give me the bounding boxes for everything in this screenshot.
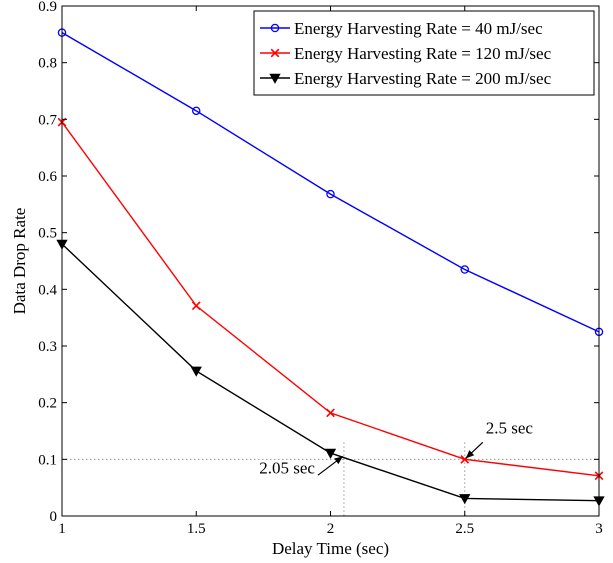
axis-ticks: 1 1.5 2 2.5 3 0 0.1 0.2 0.3 0.4 0.5 0.6 0.7 0.8 0.9 bbox=[38, 0, 603, 537]
y-tick-label: 0.7 bbox=[38, 112, 57, 128]
legend-label: Energy Harvesting Rate = 200 mJ/sec bbox=[294, 69, 552, 88]
annotation-arrowhead bbox=[465, 450, 475, 459]
legend-box bbox=[253, 10, 595, 96]
series-line bbox=[61, 32, 600, 333]
y-tick-label: 0.5 bbox=[38, 226, 57, 242]
marker-circle bbox=[326, 189, 335, 199]
y-tick-label: 0.1 bbox=[38, 452, 57, 468]
y-tick-label: 0.2 bbox=[38, 396, 57, 412]
annotations: 2.5 sec 2.05 sec bbox=[259, 418, 533, 477]
marker-x bbox=[191, 301, 201, 311]
annotation-label: 2.05 sec bbox=[259, 459, 315, 478]
marker-triangle bbox=[269, 73, 281, 84]
marker-triangle bbox=[324, 448, 337, 459]
y-tick-label: 0.8 bbox=[38, 56, 57, 72]
x-tick-label: 3 bbox=[595, 521, 603, 537]
y-tick-label: 0 bbox=[50, 509, 58, 525]
legend: Energy Harvesting Rate = 40 mJ/sec Energy… bbox=[253, 10, 595, 96]
marker-circle bbox=[270, 23, 280, 33]
y-axis-label: Data Drop Rate bbox=[10, 208, 29, 315]
x-tick-label: 1.5 bbox=[187, 521, 206, 537]
legend-label: Energy Harvesting Rate = 40 mJ/sec bbox=[294, 19, 543, 38]
y-tick-label: 0.6 bbox=[38, 169, 57, 185]
marker-x bbox=[270, 48, 280, 58]
marker-triangle bbox=[190, 366, 202, 377]
legend-label: Energy Harvesting Rate = 120 mJ/sec bbox=[294, 44, 552, 63]
y-tick-label: 0.4 bbox=[38, 282, 57, 298]
y-tick-label: 0.3 bbox=[38, 339, 57, 355]
annotation-arrowhead bbox=[334, 456, 343, 465]
marker-circle bbox=[460, 265, 469, 274]
y-tick-label: 0.9 bbox=[38, 0, 57, 15]
x-tick-label: 1 bbox=[58, 521, 66, 537]
x-tick-label: 2.5 bbox=[455, 521, 474, 537]
x-tick-label: 2 bbox=[327, 521, 335, 537]
series-group bbox=[56, 28, 605, 507]
x-axis-label: Delay Time (sec) bbox=[272, 539, 389, 558]
marker-circle bbox=[191, 106, 201, 116]
annotation-label: 2.5 sec bbox=[486, 418, 534, 437]
marker-triangle bbox=[459, 494, 471, 505]
marker-x bbox=[326, 408, 335, 418]
series-line bbox=[61, 243, 600, 502]
